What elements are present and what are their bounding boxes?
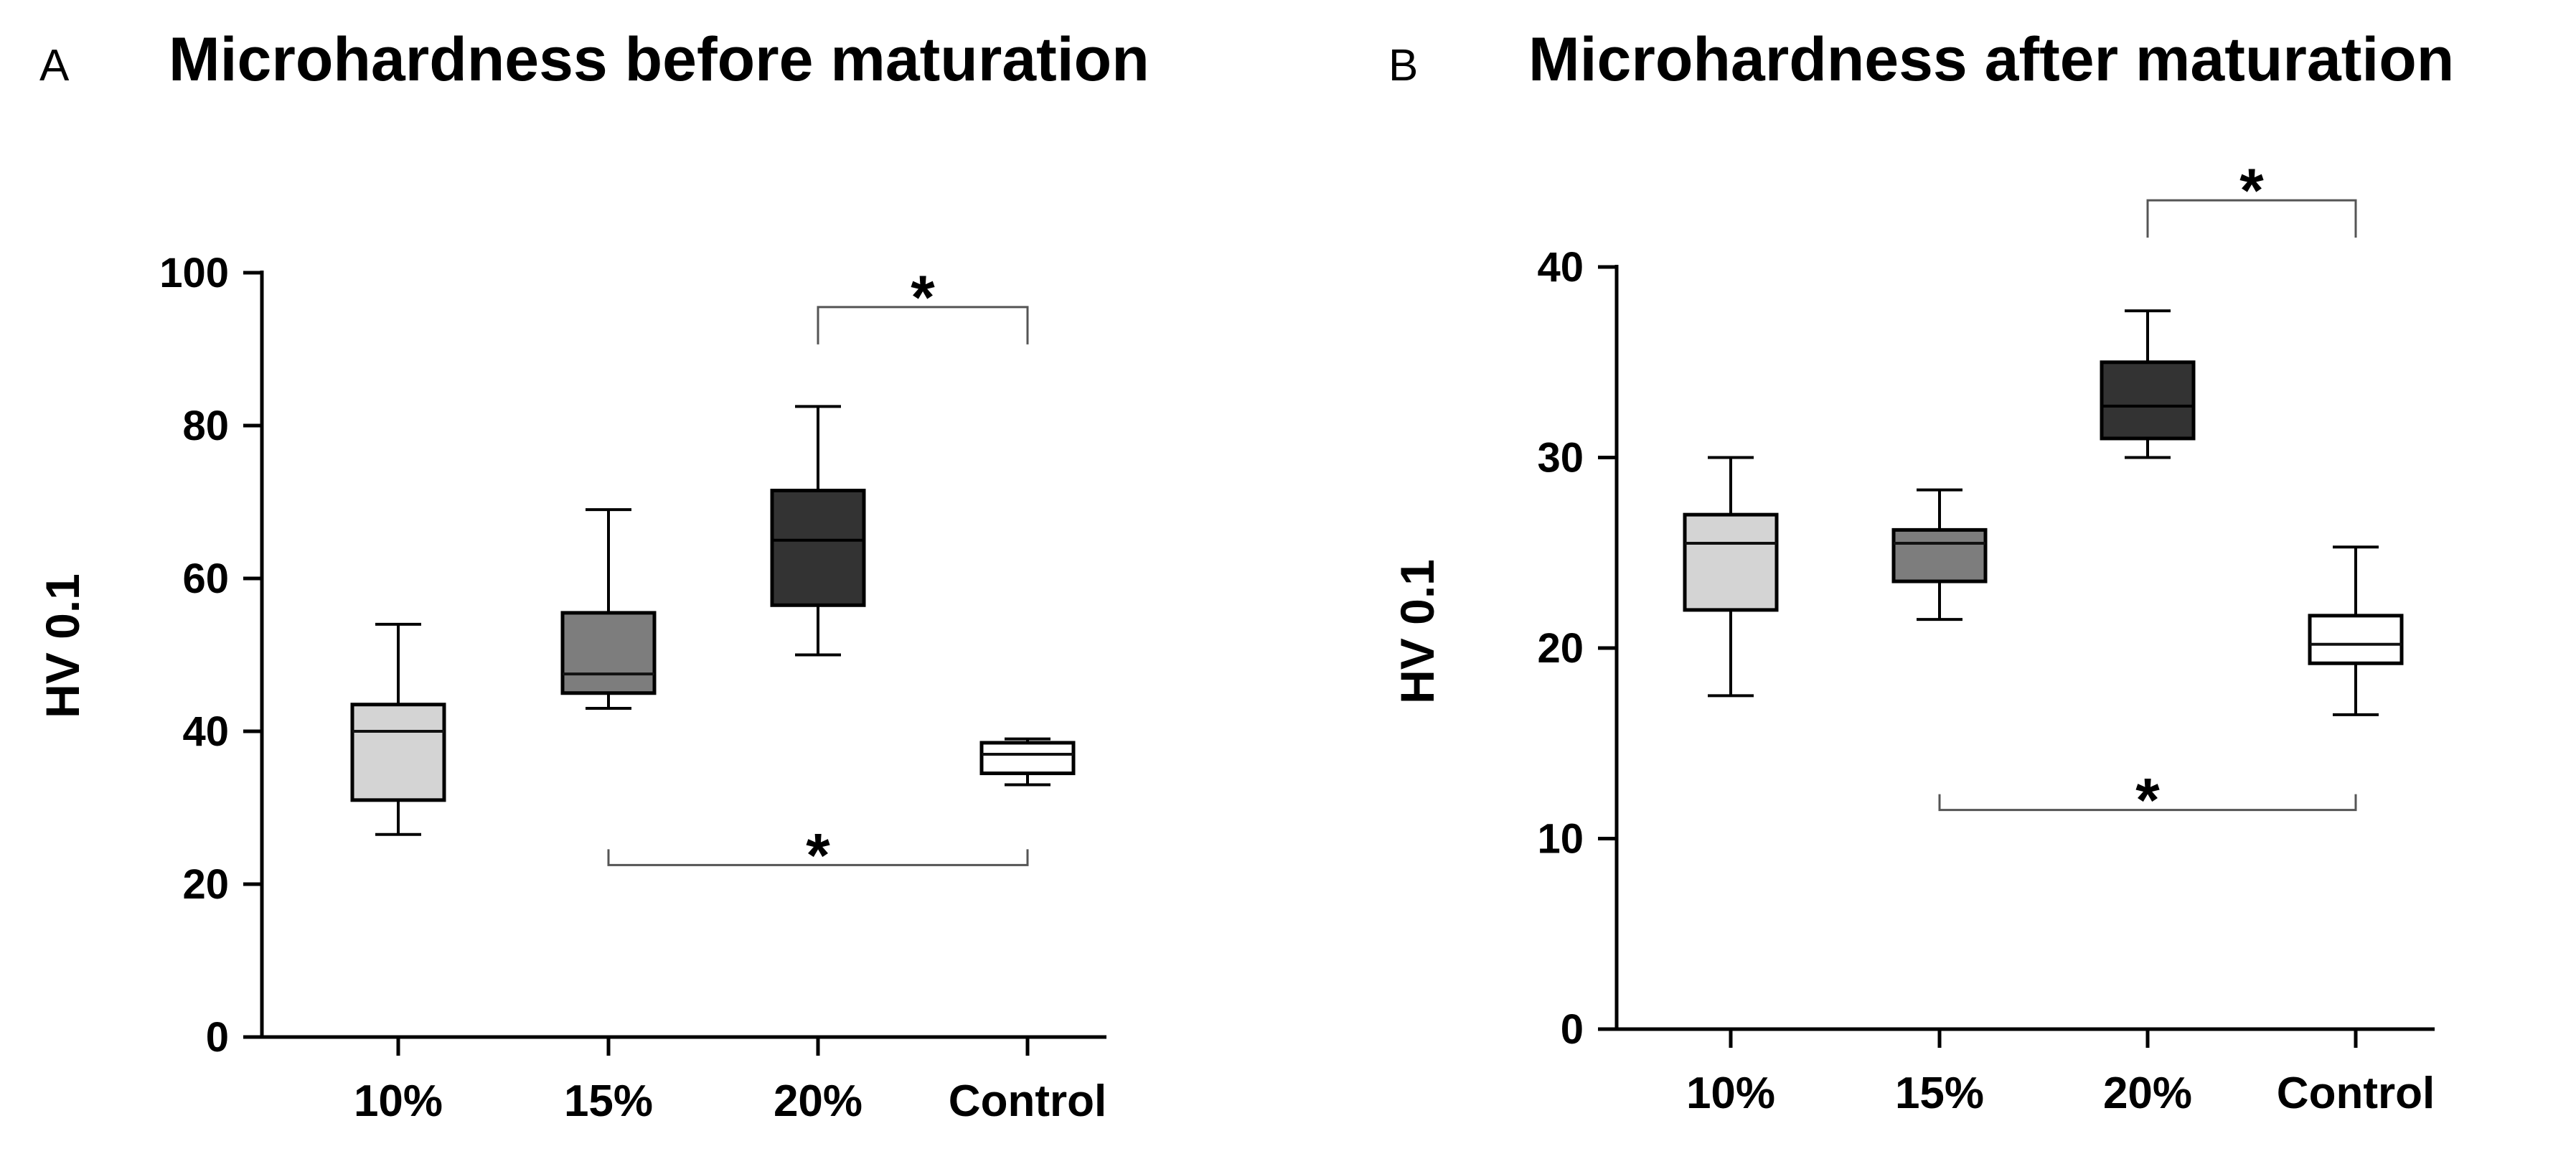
panel-a-y-tick-label: 80 <box>182 403 229 449</box>
panel-b-y-tick-label: 30 <box>1537 435 1584 482</box>
iqr-box <box>979 741 1076 776</box>
bracket-line <box>817 306 1029 344</box>
panel-a-y-tick-label: 0 <box>206 1014 229 1061</box>
panel-b-y-tick-label: 40 <box>1537 244 1584 291</box>
panel-b-box-20pct <box>2100 309 2196 459</box>
panel-a-category-label: 20% <box>774 1076 862 1126</box>
panel-b-significance-bracket: * <box>1938 766 2357 835</box>
significance-star: * <box>2135 766 2160 835</box>
significance-star: * <box>806 821 830 890</box>
panel-a-plot-area: 0 20 40 60 80 100 10% 15% 20% Control * * <box>159 250 1106 1126</box>
panel-a-y-tick-label: 40 <box>182 708 229 755</box>
significance-star: * <box>2239 156 2264 225</box>
panel-a-box-15pct <box>560 508 657 710</box>
panel-b-box-10pct <box>1683 456 1779 698</box>
bracket-line <box>2146 199 2357 238</box>
panel-b-plot-area: 0 10 20 30 40 10% 15% 20% Control * * <box>1537 156 2435 1118</box>
bracket-line <box>1938 794 2357 812</box>
panel-b-category-label: 15% <box>1895 1069 1984 1118</box>
bracket-line <box>607 849 1029 866</box>
panel-b-letter: B <box>1388 41 1418 90</box>
panel-a-y-axis-label: HV 0.1 <box>36 573 89 718</box>
panel-a-category-label: 15% <box>564 1076 653 1126</box>
iqr-box <box>2308 614 2404 665</box>
panel-b-box-plot: B Microhardness after maturation HV 0.1 … <box>1388 25 2454 1118</box>
panel-a-category-label: Control <box>949 1076 1106 1126</box>
panel-a-significance-bracket: * <box>607 821 1029 890</box>
panel-a-significance-bracket: * <box>817 263 1029 344</box>
panel-b-y-tick-label: 20 <box>1537 625 1584 672</box>
panel-a-y-tick-label: 100 <box>159 250 229 296</box>
iqr-box <box>2100 360 2196 441</box>
panel-b-title: Microhardness after maturation <box>1528 25 2454 94</box>
panel-b-box-15pct <box>1891 488 1988 621</box>
panel-a-letter: A <box>39 41 70 90</box>
panel-b-box-control <box>2308 545 2404 716</box>
panel-a-box-plot: A Microhardness before maturation HV 0.1… <box>36 25 1150 1126</box>
panel-a-category-label: 10% <box>354 1076 443 1126</box>
panel-a-box-control <box>979 737 1076 787</box>
panel-a-title: Microhardness before maturation <box>169 25 1150 94</box>
panel-b-significance-bracket: * <box>2146 156 2357 238</box>
panel-a-box-20pct <box>770 405 866 657</box>
panel-b-y-tick-label: 10 <box>1537 816 1584 863</box>
panel-b-category-label: 10% <box>1686 1069 1775 1118</box>
panel-b-y-axis-label: HV 0.1 <box>1391 559 1444 704</box>
iqr-box <box>350 703 446 802</box>
iqr-box <box>770 489 866 607</box>
panel-a-y-tick-label: 60 <box>182 555 229 602</box>
panel-b-y-tick-label: 0 <box>1561 1006 1584 1053</box>
panel-b-category-label: 20% <box>2103 1069 2192 1118</box>
significance-star: * <box>911 263 935 332</box>
panel-b-category-label: Control <box>2277 1069 2435 1118</box>
iqr-box <box>1683 512 1779 612</box>
iqr-box <box>560 611 657 695</box>
iqr-box <box>1891 527 1988 583</box>
panel-a-box-10pct <box>350 622 446 836</box>
panel-a-y-tick-label: 20 <box>182 861 229 908</box>
